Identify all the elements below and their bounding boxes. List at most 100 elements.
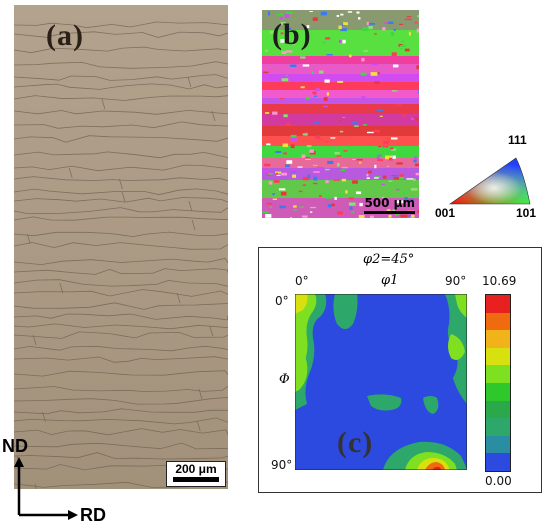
grain-boundary (176, 292, 181, 304)
ebsd-speckle (384, 205, 388, 207)
ebsd-speckle (312, 91, 317, 95)
grain-boundary (14, 345, 228, 352)
ebsd-speckle (319, 195, 322, 198)
ebsd-speckle (263, 71, 269, 74)
ebsd-speckle (356, 159, 363, 161)
ebsd-speckle (313, 171, 320, 173)
ebsd-speckle (267, 11, 271, 16)
ebsd-speckle (354, 125, 359, 127)
grain-boundary (14, 109, 228, 115)
ebsd-speckle (418, 90, 419, 94)
colorbar-min-label: 0.00 (485, 474, 512, 488)
ebsd-speckle (301, 154, 306, 158)
grain-boundary (14, 258, 228, 266)
ebsd-speckle (309, 11, 313, 12)
ebsd-speckle (331, 203, 335, 207)
ebsd-speckle (300, 56, 306, 59)
grain-boundary (14, 21, 228, 29)
ebsd-speckle (290, 134, 297, 138)
colorbar-segment (486, 418, 510, 436)
ebsd-speckle (391, 148, 396, 151)
ebsd-speckle (323, 105, 328, 108)
ebsd-speckle (311, 71, 314, 75)
odf-colorbar (485, 294, 511, 472)
ebsd-speckle (315, 171, 320, 176)
ebsd-speckle (413, 178, 416, 181)
ebsd-map: (b) 500 μm (262, 10, 419, 218)
ebsd-speckle (371, 63, 378, 66)
ebsd-speckle (312, 17, 318, 21)
odf-x-axis-label: φ1 (381, 273, 399, 288)
ebsd-speckle (281, 78, 289, 82)
ebsd-speckle (349, 54, 352, 58)
ebsd-speckle (390, 32, 394, 36)
ebsd-speckle (310, 206, 317, 209)
panel-c-label: (c) (337, 426, 374, 459)
ebsd-speckle (367, 26, 373, 30)
colorbar-segment (486, 400, 510, 419)
ebsd-speckle (286, 27, 292, 30)
ebsd-speckle (302, 184, 307, 186)
grain-boundary (14, 95, 228, 101)
grain-boundary (14, 302, 228, 310)
ebsd-speckle (366, 173, 369, 177)
grain-boundary (209, 325, 214, 337)
grain-boundary (198, 388, 203, 400)
ebsd-speckle (325, 141, 329, 143)
ebsd-speckle (396, 162, 403, 165)
grain-boundary (14, 279, 228, 287)
ebsd-speckle (404, 48, 410, 52)
ebsd-speckle (391, 90, 398, 92)
colorbar-segment (486, 347, 510, 366)
ebsd-speckle (290, 217, 293, 218)
ebsd-speckle (359, 161, 362, 164)
ebsd-speckle (408, 31, 411, 36)
colorbar-segment (486, 312, 510, 331)
ebsd-speckle (300, 86, 305, 89)
grain-boundary (121, 191, 126, 203)
ebsd-speckle (285, 122, 291, 126)
ebsd-speckle (370, 72, 378, 76)
ebsd-speckle (292, 209, 298, 211)
scale-bar-b: 500 μm (364, 196, 415, 214)
ebsd-speckle (265, 49, 268, 52)
grain-boundary (14, 121, 228, 129)
ebsd-speckle (281, 51, 286, 55)
grain-boundary (14, 452, 228, 460)
ebsd-speckle (269, 206, 272, 208)
ebsd-speckle (405, 215, 412, 217)
scale-bar-a-line (173, 477, 219, 482)
ebsd-speckle (330, 137, 336, 139)
ebsd-speckle (391, 137, 398, 140)
ebsd-speckle (377, 72, 380, 75)
ebsd-speckle (325, 168, 330, 171)
grain-boundary (14, 46, 228, 54)
ebsd-speckle (317, 167, 324, 171)
ebsd-speckle (320, 11, 328, 16)
ebsd-speckle (302, 176, 310, 181)
ebsd-speckle (399, 45, 406, 47)
grain-boundary (14, 408, 228, 415)
ebsd-speckle (396, 188, 400, 191)
grain-boundary (14, 268, 228, 275)
grain-boundary (14, 356, 228, 363)
ebsd-speckle (370, 215, 374, 218)
ebsd-speckle (399, 176, 404, 180)
ebsd-speckle (292, 41, 296, 45)
ebsd-speckle (280, 39, 285, 43)
ebsd-speckle (393, 176, 400, 180)
ebsd-speckle (336, 15, 340, 17)
ebsd-speckle (377, 159, 383, 161)
scale-bar-a-text: 200 μm (175, 462, 217, 476)
ebsd-speckle (383, 22, 389, 24)
ebsd-speckle (343, 150, 348, 152)
ebsd-speckle (280, 32, 284, 35)
ebsd-speckle (283, 152, 287, 155)
grain-boundary (211, 110, 216, 122)
ebsd-speckle (399, 23, 404, 25)
ebsd-speckle (305, 158, 311, 160)
ebsd-speckle (342, 39, 346, 44)
ebsd-speckle (340, 13, 344, 16)
grain-boundaries-pattern (14, 21, 228, 489)
ebsd-speckle (382, 27, 386, 31)
